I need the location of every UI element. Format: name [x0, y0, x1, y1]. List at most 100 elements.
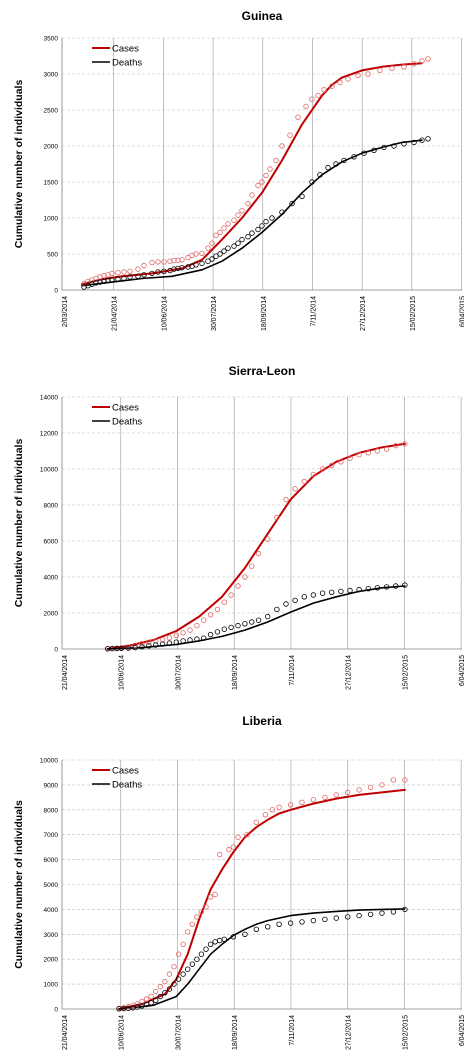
cases-data-point [198, 909, 205, 915]
legend-cases-label: Cases [112, 766, 139, 777]
cases-data-point [221, 225, 227, 231]
cases-data-point [248, 563, 255, 569]
y-tick-label: 2000 [44, 957, 59, 964]
deaths-data-point [379, 910, 385, 916]
deaths-data-point [171, 266, 177, 272]
y-tick-label: 6000 [44, 857, 59, 864]
x-tick-label: 10/06/2014 [119, 1015, 126, 1050]
deaths-data-point [279, 209, 285, 215]
y-tick-label: 12000 [40, 431, 58, 438]
cases-data-point [333, 792, 339, 798]
cases-data-point [185, 254, 191, 261]
deaths-data-point [135, 273, 141, 279]
deaths-data-point [265, 924, 271, 930]
cases-data-point [226, 846, 232, 853]
cases-data-point [235, 212, 241, 218]
cases-data-point [179, 257, 185, 263]
deaths-data-point [235, 240, 241, 246]
chart-panel-0: Guinea Cumulative number of individuals 0 5… [13, 9, 464, 331]
deaths-data-point [221, 936, 227, 942]
cases-data-point [244, 832, 250, 838]
deaths-data-point [221, 248, 227, 254]
cases-data-point [347, 455, 353, 461]
cases-data-point [255, 182, 261, 189]
deaths-data-point [127, 274, 133, 280]
deaths-data-point [231, 243, 237, 249]
deaths-data-point [199, 260, 205, 267]
y-tick-label: 500 [47, 252, 58, 259]
deaths-data-point [121, 275, 127, 282]
deaths-data-point [371, 147, 377, 153]
cases-data-point [109, 270, 115, 277]
deaths-data-point [265, 613, 271, 620]
deaths-data-point [159, 641, 166, 647]
cases-data-point [303, 103, 309, 110]
deaths-data-point [180, 971, 186, 977]
deaths-data-point [141, 272, 147, 278]
chart-title: Sierra-Leon [229, 364, 296, 378]
cases-data-point [194, 914, 200, 920]
cases-data-point [249, 192, 255, 198]
cases-data-point [389, 65, 395, 71]
cases-data-point [173, 632, 179, 639]
x-tick-label: 21/04/2014 [62, 1015, 69, 1050]
cases-data-point [214, 606, 221, 613]
x-tick-label: 6/04/2015 [459, 1015, 464, 1046]
x-tick-label: 10/06/2014 [119, 655, 126, 690]
deaths-data-point [205, 258, 211, 264]
deaths-data-point [325, 164, 331, 171]
cases-data-point [310, 471, 317, 478]
y-tick-label: 1000 [44, 216, 59, 223]
deaths-data-point [115, 276, 121, 282]
cases-data-point [255, 550, 262, 557]
cases-data-point [194, 622, 200, 629]
cases-data-point [207, 612, 214, 618]
x-tick-label: 2/03/2014 [62, 296, 69, 327]
deaths-data-point [253, 926, 259, 932]
deaths-data-point [162, 990, 168, 996]
y-tick-label: 2000 [44, 144, 59, 151]
x-tick-label: 15/02/2015 [402, 1015, 409, 1050]
deaths-data-point [402, 582, 408, 588]
y-tick-label: 8000 [44, 503, 59, 510]
deaths-data-point [310, 917, 317, 924]
cases-data-point [377, 67, 383, 74]
chart-panel-1: Sierra-Leon Cumulative number of individu… [13, 364, 464, 690]
cases-data-point [166, 971, 173, 977]
deaths-data-point [310, 592, 317, 598]
deaths-data-point [200, 635, 207, 641]
deaths-data-point [101, 278, 107, 285]
deaths-data-point [185, 264, 191, 270]
deaths-data-point [242, 931, 248, 937]
cases-data-point [329, 462, 335, 469]
cases-data-point [127, 268, 133, 274]
y-tick-label: 2000 [44, 611, 59, 618]
deaths-data-point [333, 915, 339, 921]
deaths-data-point [187, 637, 193, 643]
cases-data-point [221, 599, 227, 605]
deaths-data-point [249, 230, 255, 236]
cases-model-line [81, 62, 423, 286]
deaths-data-point [175, 976, 182, 982]
cases-data-point [141, 262, 147, 269]
y-tick-label: 3000 [44, 932, 59, 939]
cases-data-point [217, 229, 223, 236]
deaths-data-point [401, 141, 407, 147]
deaths-data-point [171, 981, 177, 987]
cases-data-point [193, 251, 199, 257]
deaths-data-point [402, 906, 408, 913]
legend-cases-label: Cases [112, 403, 139, 414]
deaths-data-point [361, 150, 367, 156]
cases-data-point [155, 259, 161, 265]
cases-data-point [338, 459, 344, 465]
deaths-data-point [166, 986, 173, 992]
cases-data-point [365, 450, 371, 456]
cases-data-point [213, 232, 219, 238]
deaths-data-point [203, 946, 209, 952]
cases-data-point [274, 514, 280, 521]
cases-data-point [283, 496, 289, 503]
cases-data-point [161, 259, 167, 265]
x-tick-label: 18/09/2014 [261, 296, 268, 331]
y-tick-label: 14000 [40, 395, 58, 402]
cases-data-point [345, 789, 351, 796]
